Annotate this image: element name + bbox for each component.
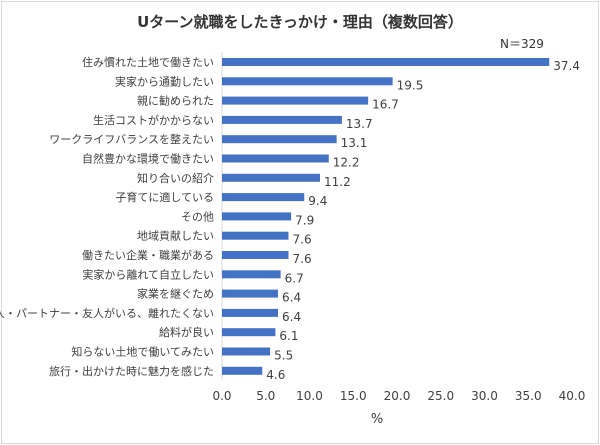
bar [222,366,263,375]
bar [222,96,369,105]
data-label: 6.1 [279,329,298,343]
category-label: 生活コストがかからない [93,113,214,127]
category-label: 家業を継ぐため [137,287,214,301]
data-label: 37.4 [553,59,580,73]
data-label: 7.6 [293,252,312,266]
x-tick-label: 30.0 [471,389,498,403]
data-label: 16.7 [372,98,399,112]
category-label: 親に勧められた [137,94,214,108]
bar [222,115,342,124]
category-label: 働きたい企業・職業がある [82,248,214,262]
category-label: 実家から通勤したい [115,74,214,88]
bar [222,347,271,356]
data-label: 13.7 [346,117,373,131]
x-tick-label: 15.0 [340,389,367,403]
bar [222,251,289,259]
bar [222,270,281,279]
category-label: 旅行・出かけた時に魅力を感じた [49,364,214,378]
category-label: 住み慣れた土地で働きたい [82,55,214,69]
category-label: 知らない土地で働いてみたい [71,345,214,359]
category-label: その他 [181,210,214,223]
data-label: 11.2 [324,175,351,189]
data-label: 13.1 [341,136,368,150]
category-label: 自然豊かな環境で働きたい [82,152,214,166]
x-tick-label: 0.0 [212,389,231,403]
bar [222,154,329,163]
category-label: 恋人・パートナー・友人がいる、離れたくない [0,306,214,320]
data-label: 6.4 [282,291,301,305]
bar [222,289,278,298]
bar [222,231,289,240]
data-label: 6.7 [285,271,304,285]
sample-size-note: N＝329 [500,37,544,51]
bar [222,308,278,317]
data-label: 19.5 [397,78,424,92]
x-axis-title: % [371,412,383,427]
bar [222,193,305,202]
category-label: 子育てに適している [115,190,214,204]
data-label: 5.5 [274,349,293,363]
x-tick-label: 10.0 [296,389,323,403]
category-label: 実家から離れて自立したい [82,267,214,281]
data-label: 12.2 [333,156,360,170]
category-label: 給料が良い [159,325,214,339]
category-label: 地域貢献したい [137,229,214,243]
data-label: 4.6 [266,368,285,382]
bar [222,328,276,337]
bar [222,173,320,182]
data-label: 6.4 [282,310,301,324]
category-label: ワークライフバランスを整えたい [49,132,214,146]
data-label: 7.6 [293,233,312,247]
chart-title: Uターン就職をしたきっかけ・理由（複数回答） [137,13,463,31]
bar [222,58,550,66]
data-label: 7.9 [295,213,314,227]
bar [222,212,292,221]
x-tick-label: 25.0 [427,389,454,403]
bar [222,135,337,144]
x-tick-label: 35.0 [515,389,542,403]
x-tick-label: 5.0 [256,389,275,403]
data-label: 9.4 [308,194,327,208]
bar [222,77,393,86]
x-tick-label: 40.0 [559,389,586,403]
x-tick-label: 20.0 [384,389,411,403]
category-label: 知り合いの紹介 [137,171,214,185]
